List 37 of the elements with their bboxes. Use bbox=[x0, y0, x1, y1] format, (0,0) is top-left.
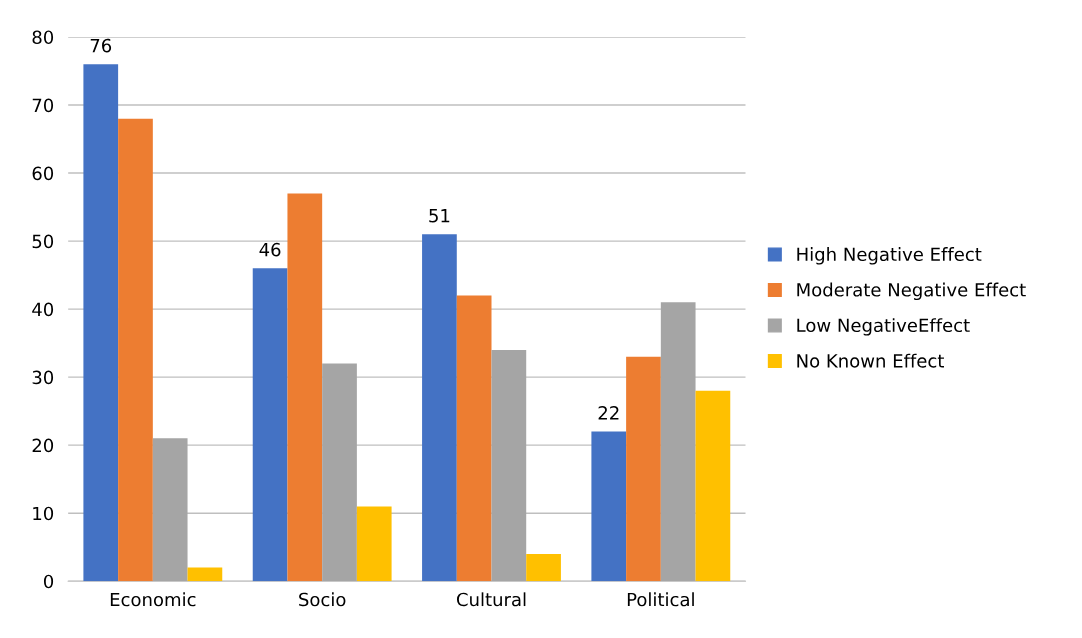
data-label: 46 bbox=[259, 242, 281, 257]
bar bbox=[526, 554, 561, 582]
x-tick-label: Economic bbox=[110, 592, 196, 607]
bar bbox=[83, 64, 119, 582]
bar bbox=[118, 118, 153, 582]
legend-label: No Known Effect bbox=[797, 353, 944, 368]
bar bbox=[187, 567, 223, 582]
data-label: 22 bbox=[598, 406, 619, 420]
bar bbox=[356, 506, 392, 582]
bar bbox=[287, 193, 323, 582]
bar bbox=[252, 268, 288, 582]
bar bbox=[695, 390, 731, 582]
data-label: 51 bbox=[429, 209, 450, 223]
legend-label: Moderate Negative Effect bbox=[797, 282, 1026, 301]
bar bbox=[591, 431, 627, 582]
bar bbox=[152, 438, 188, 582]
bar bbox=[456, 295, 492, 582]
x-tick-label: Socio bbox=[299, 592, 346, 607]
data-label: 76 bbox=[90, 38, 112, 53]
legend-label: Low NegativeEffect bbox=[797, 318, 970, 336]
y-tick-label: 10 bbox=[33, 506, 54, 521]
y-tick-label: 60 bbox=[32, 166, 54, 181]
y-tick-label: 50 bbox=[32, 234, 54, 249]
legend-label: High Negative Effect bbox=[797, 247, 982, 265]
bar bbox=[660, 302, 696, 582]
bar bbox=[491, 349, 527, 582]
bar bbox=[322, 363, 357, 582]
bar bbox=[626, 356, 661, 582]
y-tick-label: 0 bbox=[43, 574, 54, 589]
bar bbox=[422, 234, 457, 582]
y-tick-label: 80 bbox=[32, 30, 54, 45]
y-tick-label: 40 bbox=[32, 302, 54, 317]
y-tick-label: 70 bbox=[32, 98, 54, 113]
y-tick-label: 20 bbox=[32, 438, 54, 453]
y-tick-label: 30 bbox=[32, 370, 54, 385]
x-tick-label: Cultural bbox=[456, 592, 526, 607]
x-tick-label: Political bbox=[627, 592, 694, 607]
